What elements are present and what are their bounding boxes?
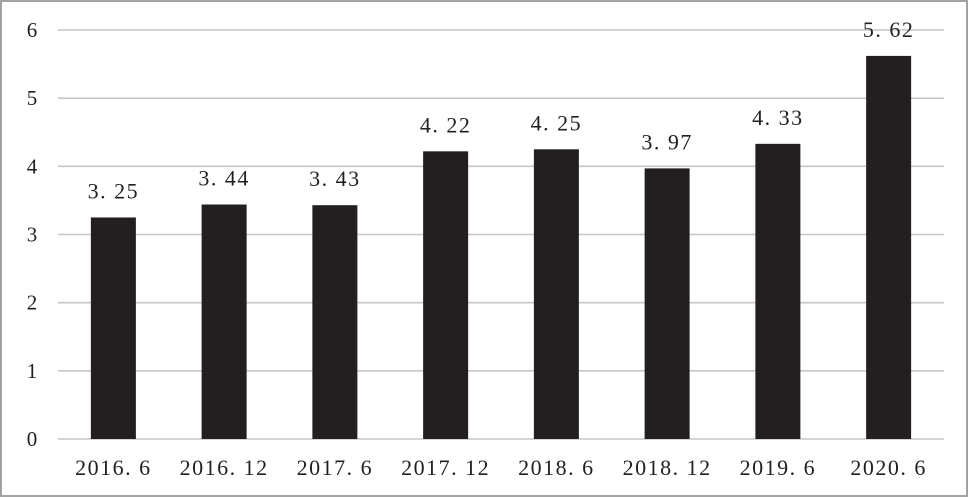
y-tick-label-0: 0	[27, 427, 38, 451]
y-tick-label-3: 3	[27, 223, 38, 247]
data-label-2017-6: 3. 43	[309, 166, 361, 191]
y-tick-label-2: 2	[27, 291, 38, 315]
x-tick-label-2017-6: 2017. 6	[297, 455, 374, 480]
x-tick-label-2017-12: 2017. 12	[401, 455, 490, 480]
x-tick-label-2020-6: 2020. 6	[850, 455, 927, 480]
bar-2016-6	[90, 217, 136, 439]
bar-2017-6	[312, 205, 358, 439]
y-tick-label-1: 1	[27, 359, 38, 383]
data-label-2016-12: 3. 44	[198, 166, 250, 191]
y-tick-label-6: 6	[27, 18, 38, 42]
data-labels: 3. 25 3. 44 3. 43 4. 22 4. 25 3. 97 4. 33 5. 62	[88, 17, 915, 204]
y-tick-label-4: 4	[27, 154, 38, 178]
x-tick-label-2018-12: 2018. 12	[623, 455, 712, 480]
y-tick-label-5: 5	[27, 86, 38, 110]
bar-2018-6	[533, 149, 579, 439]
data-label-2019-6: 4. 33	[752, 105, 804, 130]
bars	[90, 55, 912, 440]
data-label-2020-6: 5. 62	[863, 17, 915, 42]
data-label-2018-12: 3. 97	[641, 129, 693, 154]
bar-2018-12	[644, 168, 690, 439]
bar-2016-12	[201, 204, 247, 439]
data-label-2018-6: 4. 25	[531, 110, 583, 135]
x-tick-label-2016-12: 2016. 12	[180, 455, 269, 480]
x-tick-label-2019-6: 2019. 6	[740, 455, 817, 480]
bar-2020-6	[866, 55, 912, 440]
x-tick-label-2016-6: 2016. 6	[75, 455, 152, 480]
x-axis-tick-labels: 2016. 6 2016. 12 2017. 6 2017. 12 2018. 6 201…	[75, 455, 927, 480]
data-label-2017-12: 4. 22	[420, 112, 472, 137]
bar-2017-12	[423, 151, 469, 439]
bar-2019-6	[755, 143, 801, 440]
data-label-2016-6: 3. 25	[88, 178, 140, 203]
y-axis-tick-labels: 0 1 2 3 4 5 6	[27, 18, 38, 451]
x-tick-label-2018-6: 2018. 6	[518, 455, 595, 480]
